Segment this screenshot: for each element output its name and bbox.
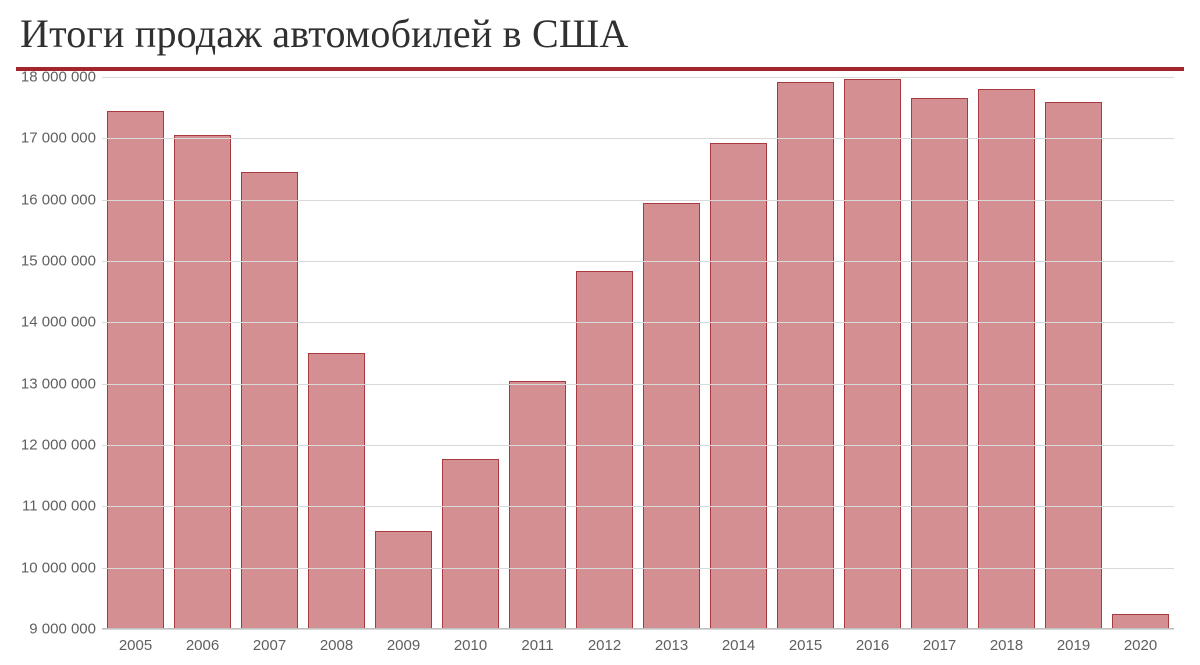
x-axis-label: 2012 bbox=[588, 637, 621, 654]
y-axis-label: 9 000 000 bbox=[29, 621, 102, 638]
x-axis-label: 2006 bbox=[186, 637, 219, 654]
chart-container: Итоги продаж автомобилей в США 2005 2006 2… bbox=[0, 0, 1200, 665]
bar bbox=[509, 381, 567, 629]
x-axis-label: 2020 bbox=[1124, 637, 1157, 654]
y-axis-label: 13 000 000 bbox=[21, 375, 102, 392]
y-axis-label: 17 000 000 bbox=[21, 130, 102, 147]
x-axis-label: 2008 bbox=[320, 637, 353, 654]
plot-area: 2005200620072008200920102011201220132014… bbox=[102, 77, 1174, 629]
bar bbox=[241, 172, 299, 629]
bar bbox=[308, 353, 366, 629]
x-axis-label: 2013 bbox=[655, 637, 688, 654]
x-axis-label: 2011 bbox=[521, 637, 553, 654]
gridline bbox=[102, 568, 1174, 569]
y-axis-label: 15 000 000 bbox=[21, 253, 102, 270]
bar bbox=[1112, 614, 1170, 629]
x-axis-label: 2007 bbox=[253, 637, 286, 654]
gridline bbox=[102, 629, 1174, 630]
bars-layer bbox=[102, 77, 1174, 629]
bar bbox=[911, 98, 969, 629]
y-axis-label: 10 000 000 bbox=[21, 559, 102, 576]
x-axis-label: 2010 bbox=[454, 637, 487, 654]
gridline bbox=[102, 384, 1174, 385]
y-axis-label: 14 000 000 bbox=[21, 314, 102, 331]
bar bbox=[777, 82, 835, 629]
x-axis-label: 2016 bbox=[856, 637, 889, 654]
gridline bbox=[102, 77, 1174, 78]
x-axis-label: 2014 bbox=[722, 637, 755, 654]
bar bbox=[174, 135, 232, 629]
x-axis-label: 2005 bbox=[119, 637, 152, 654]
chart-title: Итоги продаж автомобилей в США bbox=[16, 10, 1184, 57]
x-axis-label: 2019 bbox=[1057, 637, 1090, 654]
x-axis-label: 2015 bbox=[789, 637, 822, 654]
bar bbox=[844, 79, 902, 629]
x-axis-label: 2009 bbox=[387, 637, 420, 654]
gridline bbox=[102, 200, 1174, 201]
x-axis-label: 2017 bbox=[923, 637, 956, 654]
y-axis-label: 11 000 000 bbox=[22, 498, 102, 515]
bar bbox=[978, 89, 1036, 629]
gridline bbox=[102, 322, 1174, 323]
bar bbox=[107, 111, 165, 629]
bar bbox=[710, 143, 768, 629]
bar bbox=[375, 531, 433, 629]
gridline bbox=[102, 138, 1174, 139]
bar bbox=[643, 203, 701, 629]
gridline bbox=[102, 261, 1174, 262]
y-axis-label: 16 000 000 bbox=[21, 191, 102, 208]
x-axis-label: 2018 bbox=[990, 637, 1023, 654]
bar-chart: 2005 2006 2007 2008 2009 2010 2011 2012 2013 2014… bbox=[16, 71, 1184, 659]
y-axis-label: 12 000 000 bbox=[21, 437, 102, 454]
bar bbox=[576, 271, 634, 629]
bar bbox=[1045, 102, 1103, 629]
y-axis-label: 18 000 000 bbox=[21, 69, 102, 86]
bar bbox=[442, 459, 500, 629]
gridline bbox=[102, 506, 1174, 507]
gridline bbox=[102, 445, 1174, 446]
